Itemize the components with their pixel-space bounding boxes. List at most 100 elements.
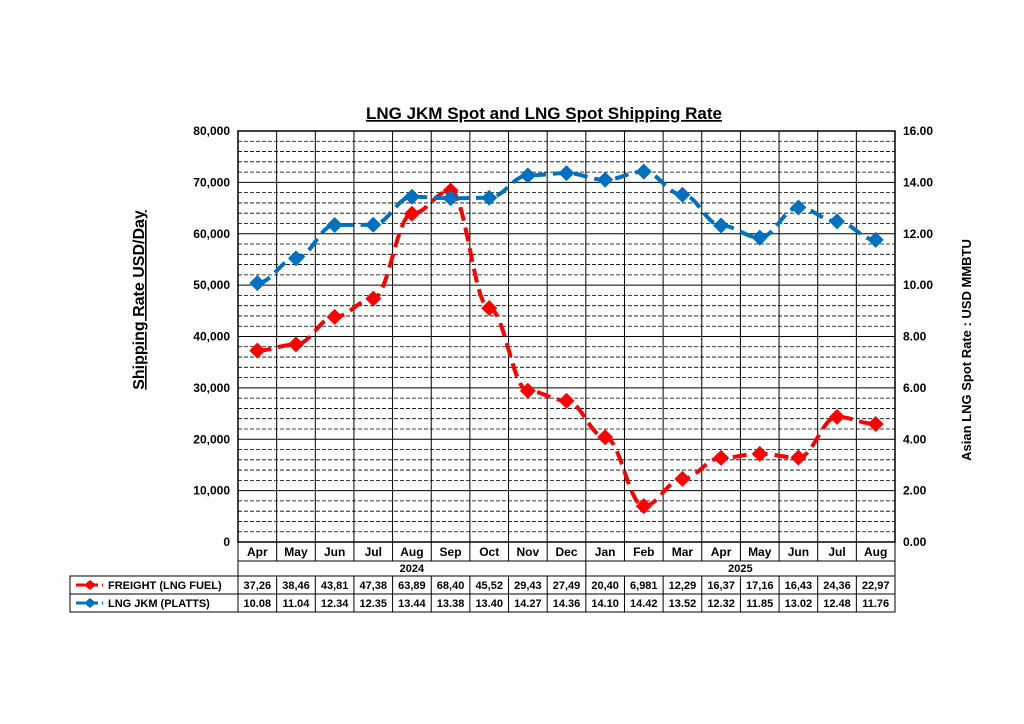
data-point	[674, 186, 691, 203]
data-cell: 14.42	[630, 598, 658, 610]
data-point	[558, 165, 575, 182]
x-tick-label: Jun	[324, 545, 345, 559]
data-point	[751, 445, 768, 462]
data-point	[597, 429, 614, 446]
data-cell: 12.34	[321, 598, 349, 610]
series-line	[256, 169, 876, 286]
data-point	[481, 300, 498, 317]
data-cell: 14.36	[553, 598, 581, 610]
data-cell: 14.27	[514, 598, 542, 610]
data-point	[635, 498, 652, 515]
data-point	[326, 308, 343, 325]
data-point	[790, 199, 807, 216]
data-point	[519, 167, 536, 184]
data-point	[713, 217, 730, 234]
data-cell: 68,40	[437, 580, 465, 592]
data-cell: 11.76	[862, 598, 889, 610]
x-tick-label: Dec	[555, 545, 577, 559]
y-right-tick-label: 2.00	[903, 484, 927, 498]
data-cell: 22,97	[862, 580, 890, 592]
x-tick-label: May	[748, 545, 772, 559]
legend-marker	[84, 598, 96, 608]
data-cell: 45,52	[475, 580, 503, 592]
data-cell: 12.32	[707, 598, 735, 610]
data-cell: 47,38	[359, 580, 387, 592]
year-label: 2024	[400, 563, 425, 575]
x-tick-label: Sep	[440, 545, 462, 559]
y-axis-left-label: Shipping Rate USD/Day	[131, 210, 148, 390]
data-point	[751, 229, 768, 246]
data-cell: 17,16	[746, 580, 774, 592]
data-cell: 43,81	[321, 580, 349, 592]
data-point	[867, 231, 884, 248]
series-line	[257, 188, 876, 509]
data-cell: 13.02	[785, 598, 813, 610]
data-cell: 29,43	[514, 580, 542, 592]
data-cell: 12,29	[669, 580, 697, 592]
chart-title: LNG JKM Spot and LNG Spot Shipping Rate	[366, 104, 722, 123]
y-right-tick-label: 16.00	[903, 124, 933, 138]
data-point	[790, 449, 807, 466]
x-tick-label: Jun	[788, 545, 809, 559]
data-point	[442, 190, 459, 207]
y-right-tick-label: 14.00	[903, 175, 933, 189]
data-cell: 13.38	[437, 598, 465, 610]
data-cell: 13.40	[475, 598, 503, 610]
legend-label: LNG JKM (PLATTS)	[108, 598, 210, 610]
y-left-tick-label: 30,000	[193, 381, 230, 395]
y-axis-right-label: Asian LNG Spot Rate : USD MMBTU	[959, 239, 974, 461]
y-left-tick-label: 70,000	[193, 175, 230, 189]
x-tick-label: Apr	[711, 545, 732, 559]
plot-frame	[237, 130, 896, 543]
data-cell: 13.52	[669, 598, 697, 610]
plot-area: 0 10,000 20,000 30,000 40,000 50,000 60,000 70,…	[69, 124, 933, 613]
data-cell: 12.48	[823, 598, 851, 610]
x-tick-label: Jan	[595, 545, 616, 559]
y-left-tick-label: 60,000	[193, 227, 230, 241]
x-tick-label: Aug	[864, 545, 887, 559]
data-point	[829, 408, 846, 425]
data-cell: 10.08	[244, 598, 272, 610]
data-cell: 20,40	[591, 580, 619, 592]
legend-marker	[84, 580, 96, 590]
data-point	[829, 213, 846, 230]
y-left-tick-label: 20,000	[193, 432, 230, 446]
data-point	[481, 189, 498, 206]
data-cell: 13.44	[398, 598, 426, 610]
data-point	[249, 275, 266, 292]
data-point	[519, 382, 536, 399]
x-tick-label: Mar	[672, 545, 694, 559]
data-point	[713, 449, 730, 466]
y-left-tick-label: 40,000	[193, 330, 230, 344]
data-cell: 24,36	[823, 580, 851, 592]
y-left-tick-label: 80,000	[193, 124, 230, 138]
data-point	[326, 217, 343, 234]
data-point	[365, 216, 382, 233]
y-right-tick-label: 8.00	[903, 330, 927, 344]
data-point	[597, 171, 614, 188]
y-left-tick-label: 50,000	[193, 278, 230, 292]
data-point	[403, 188, 420, 205]
data-cell: 16,43	[785, 580, 813, 592]
year-label: 2025	[728, 563, 752, 575]
x-tick-label: May	[284, 545, 308, 559]
data-point	[674, 470, 691, 487]
y-right-tick-label: 6.00	[903, 381, 927, 395]
data-cell: 27,49	[553, 580, 581, 592]
data-point	[249, 342, 266, 359]
data-point	[287, 250, 304, 267]
data-point	[867, 415, 884, 432]
data-cell: 37,26	[244, 580, 272, 592]
y-right-tick-label: 10.00	[903, 278, 933, 292]
data-point	[287, 336, 304, 353]
x-tick-label: Jul	[828, 545, 845, 559]
data-cell: 14.10	[591, 598, 619, 610]
legend-label: FREIGHT (LNG FUEL)	[108, 580, 222, 592]
x-tick-label: Feb	[633, 545, 654, 559]
y-left-tick-label: 10,000	[193, 484, 230, 498]
x-tick-label: Apr	[247, 545, 268, 559]
y-right-tick-label: 4.00	[903, 432, 927, 446]
data-cell: 38,46	[282, 580, 310, 592]
y-right-tick-label: 0.00	[903, 535, 927, 549]
x-tick-label: Aug	[400, 545, 423, 559]
